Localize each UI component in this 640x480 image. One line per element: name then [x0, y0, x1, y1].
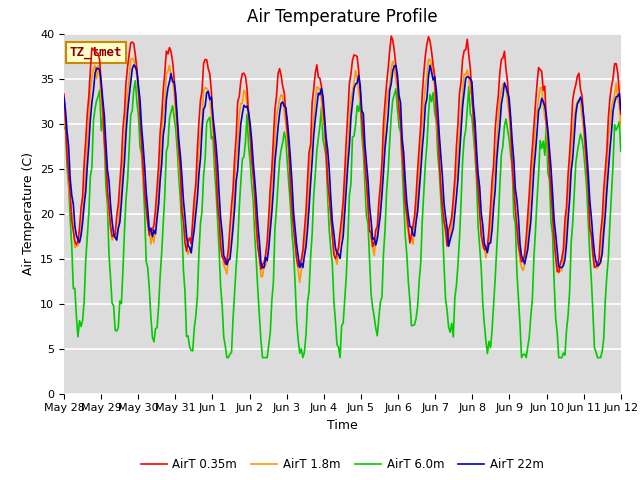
AirT 22m: [255, 239, 263, 245]
Title: Air Temperature Profile: Air Temperature Profile: [247, 9, 438, 26]
AirT 22m: [617, 108, 625, 113]
AirT 0.35m: [617, 111, 625, 117]
AirT 1.8m: [60, 102, 68, 108]
AirT 1.8m: [246, 132, 254, 138]
AirT 1.8m: [228, 235, 236, 241]
AirT 0.35m: [589, 251, 596, 256]
AirT 1.8m: [296, 279, 303, 285]
AirT 1.8m: [255, 252, 263, 258]
AirT 0.35m: [226, 224, 234, 229]
AirT 6.0m: [223, 355, 230, 360]
X-axis label: Time: Time: [327, 419, 358, 432]
Line: AirT 0.35m: AirT 0.35m: [64, 36, 621, 272]
AirT 6.0m: [257, 338, 265, 344]
Legend: AirT 0.35m, AirT 1.8m, AirT 6.0m, AirT 22m: AirT 0.35m, AirT 1.8m, AirT 6.0m, AirT 2…: [136, 454, 549, 476]
AirT 22m: [228, 241, 236, 247]
AirT 0.35m: [387, 33, 395, 39]
Text: TZ_tmet: TZ_tmet: [70, 46, 122, 59]
AirT 6.0m: [589, 309, 596, 314]
Line: AirT 6.0m: AirT 6.0m: [64, 81, 621, 358]
AirT 6.0m: [617, 148, 625, 154]
AirT 22m: [130, 62, 138, 68]
Line: AirT 22m: AirT 22m: [64, 65, 621, 267]
AirT 6.0m: [307, 254, 314, 260]
AirT 0.35m: [555, 269, 563, 275]
AirT 1.8m: [129, 56, 136, 61]
AirT 6.0m: [248, 181, 255, 187]
AirT 0.35m: [60, 91, 68, 97]
AirT 1.8m: [130, 57, 138, 62]
AirT 22m: [307, 180, 314, 186]
AirT 22m: [259, 264, 266, 270]
AirT 22m: [129, 66, 136, 72]
AirT 1.8m: [617, 123, 625, 129]
AirT 22m: [589, 234, 596, 240]
AirT 0.35m: [129, 39, 136, 45]
Line: AirT 1.8m: AirT 1.8m: [64, 59, 621, 282]
AirT 6.0m: [229, 316, 237, 322]
AirT 6.0m: [60, 126, 68, 132]
AirT 0.35m: [303, 178, 311, 183]
AirT 0.35m: [254, 244, 262, 250]
AirT 0.35m: [244, 111, 252, 117]
AirT 6.0m: [129, 108, 136, 113]
AirT 6.0m: [131, 78, 139, 84]
AirT 22m: [246, 120, 254, 126]
AirT 1.8m: [307, 153, 314, 158]
AirT 1.8m: [589, 254, 596, 260]
Y-axis label: Air Temperature (C): Air Temperature (C): [22, 152, 35, 275]
AirT 22m: [60, 95, 68, 100]
